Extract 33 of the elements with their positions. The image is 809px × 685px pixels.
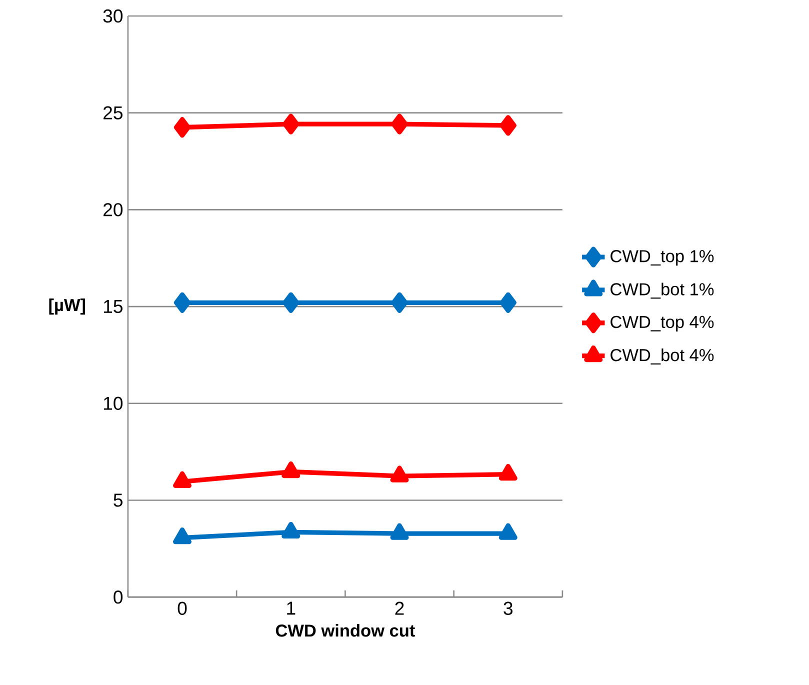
x-axis-title: CWD window cut xyxy=(276,624,415,637)
y-tick-label: 30 xyxy=(103,9,123,23)
point xyxy=(282,522,300,539)
point xyxy=(173,471,192,488)
point xyxy=(282,461,300,478)
point xyxy=(390,523,409,540)
y-tick-label: 15 xyxy=(104,300,122,314)
y-tick-label: 0 xyxy=(114,590,123,604)
legend-label: CWD_bot 1% xyxy=(610,282,714,299)
point xyxy=(390,466,409,482)
point xyxy=(391,114,408,134)
legend-label: CWD_top 4% xyxy=(610,316,714,332)
point xyxy=(282,114,300,134)
x-tick-label: 0 xyxy=(178,602,187,615)
y-tick-label: 5 xyxy=(114,494,122,507)
y-tick-label: 10 xyxy=(104,396,123,410)
point xyxy=(391,292,408,313)
point xyxy=(498,464,518,481)
legend-label: CWD_bot 4% xyxy=(610,348,714,364)
legend-label: CWD_top 1% xyxy=(610,250,714,266)
point xyxy=(500,292,516,313)
y-tick-label: 25 xyxy=(104,106,122,120)
x-tick-label: 2 xyxy=(395,602,404,615)
point xyxy=(282,292,300,313)
x-tick-label: 1 xyxy=(287,602,296,615)
point xyxy=(174,292,191,313)
y-axis-title: [µW] xyxy=(49,298,86,315)
point xyxy=(173,527,192,544)
x-tick-label: 3 xyxy=(504,602,512,615)
point xyxy=(498,523,518,540)
point xyxy=(500,115,516,136)
y-tick-label: 20 xyxy=(104,203,123,216)
point xyxy=(174,117,191,138)
